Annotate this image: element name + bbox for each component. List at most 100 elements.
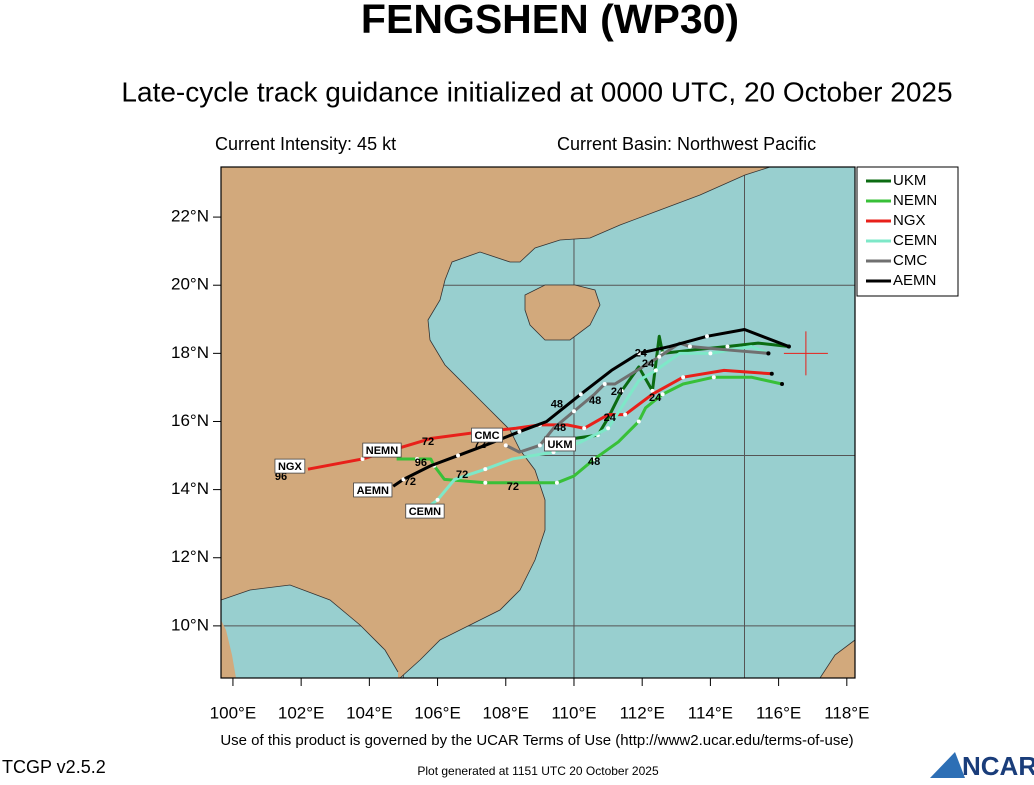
track-point bbox=[456, 453, 461, 458]
y-tick-label: 20°N bbox=[171, 275, 209, 294]
basin: Current Basin: Northwest Pacific bbox=[557, 134, 816, 154]
axes: 100°E 102°E 104°E 106°E 108°E 110°E 112°E 114°E… bbox=[171, 207, 869, 723]
track-label: NEMN bbox=[366, 445, 398, 457]
logo-mark bbox=[930, 752, 965, 778]
x-tick-label: 112°E bbox=[620, 703, 665, 722]
hour-label: 48 bbox=[554, 422, 566, 434]
island bbox=[819, 639, 855, 678]
track-point bbox=[786, 344, 791, 349]
track-point bbox=[602, 382, 607, 387]
x-tick-label: 108°E bbox=[483, 703, 530, 722]
hour-label: 48 bbox=[589, 395, 601, 407]
track-label-box bbox=[405, 503, 445, 519]
track-point bbox=[619, 388, 624, 393]
track-point bbox=[650, 388, 655, 393]
y-tick-label: 12°N bbox=[171, 547, 209, 566]
x-tick-label: 102°E bbox=[278, 703, 325, 722]
track-point bbox=[636, 419, 641, 424]
generated: Plot generated at 1151 UTC 20 October 20… bbox=[417, 764, 659, 778]
hour-label: 96 bbox=[275, 471, 287, 483]
track-point bbox=[483, 467, 488, 472]
track-label: AEMN bbox=[357, 485, 389, 497]
legend-label: NGX bbox=[893, 212, 926, 229]
track-label-box bbox=[544, 436, 576, 452]
hour-label: 48 bbox=[551, 398, 563, 410]
track-label-box bbox=[353, 482, 393, 498]
x-tick-label: 114°E bbox=[688, 703, 733, 722]
hour-label: 72 bbox=[422, 436, 434, 448]
version: TCGP v2.5.2 bbox=[2, 757, 106, 777]
track-point bbox=[780, 382, 785, 387]
track-point bbox=[725, 344, 730, 349]
track-point bbox=[687, 344, 692, 349]
track-point bbox=[657, 354, 662, 359]
track-point bbox=[636, 351, 641, 356]
intensity: Current Intensity: 45 kt bbox=[215, 134, 396, 154]
coastline bbox=[399, 167, 771, 678]
track bbox=[392, 327, 790, 488]
hour-label: 24 bbox=[642, 358, 655, 370]
legend-label: CEMN bbox=[893, 232, 937, 249]
hour-label: 96 bbox=[415, 457, 427, 469]
track-point bbox=[766, 351, 771, 356]
track-point bbox=[503, 443, 508, 448]
terms: Use of this product is governed by the U… bbox=[220, 732, 853, 749]
track-label: CMC bbox=[474, 430, 499, 442]
track-point bbox=[704, 334, 709, 339]
map-frame bbox=[220, 166, 856, 679]
logo: NCAR bbox=[962, 751, 1034, 780]
hour-label: 24 bbox=[635, 347, 648, 359]
legend-label: AEMN bbox=[893, 272, 936, 289]
track-point bbox=[483, 480, 488, 485]
track-label-box bbox=[362, 442, 402, 458]
track-point bbox=[708, 351, 713, 356]
y-tick-label: 10°N bbox=[171, 615, 209, 634]
y-tick-label: 18°N bbox=[171, 343, 209, 362]
track-point bbox=[415, 456, 420, 461]
track-point bbox=[578, 392, 583, 397]
track-point bbox=[711, 375, 716, 380]
track-point bbox=[537, 443, 542, 448]
hour-label: 72 bbox=[507, 481, 519, 493]
legend-entries: UKM NEMN NGX CEMN CMC AEMN bbox=[866, 172, 937, 289]
hour-label: 24 bbox=[604, 412, 617, 424]
track-point bbox=[606, 426, 611, 431]
track-label-box bbox=[274, 458, 306, 474]
track-point bbox=[401, 477, 406, 482]
track-point bbox=[681, 375, 686, 380]
x-tick-label: 116°E bbox=[756, 703, 801, 722]
track-point bbox=[582, 426, 587, 431]
y-tick-label: 22°N bbox=[171, 207, 209, 226]
track-point bbox=[571, 409, 576, 414]
x-tick-label: 110°E bbox=[551, 703, 596, 722]
legend-label: UKM bbox=[893, 172, 926, 189]
hour-label: 72 bbox=[456, 469, 468, 481]
hour-label: 72 bbox=[404, 476, 416, 488]
track-point bbox=[769, 371, 774, 376]
x-tick-label: 100°E bbox=[210, 703, 257, 722]
track-label: UKM bbox=[547, 439, 572, 451]
track-point bbox=[592, 456, 597, 461]
track-label-box bbox=[471, 427, 503, 443]
hour-label: 48 bbox=[588, 456, 600, 468]
hainan bbox=[524, 284, 601, 341]
y-tick-label: 14°N bbox=[171, 479, 209, 498]
track-point bbox=[554, 480, 559, 485]
track bbox=[307, 368, 772, 471]
hour-label: 24 bbox=[611, 386, 624, 398]
y-tick-label: 16°N bbox=[171, 411, 209, 430]
x-tick-label: 118°E bbox=[824, 703, 869, 722]
track-point bbox=[517, 429, 522, 434]
legend-label: CMC bbox=[893, 252, 927, 269]
track-label: CEMN bbox=[409, 506, 441, 518]
track-point bbox=[360, 456, 365, 461]
legend-label: NEMN bbox=[893, 192, 937, 209]
track-point bbox=[653, 368, 658, 373]
subtitle: Late-cycle track guidance initialized at… bbox=[121, 76, 952, 107]
track-point bbox=[660, 392, 665, 397]
track-label: NGX bbox=[278, 461, 303, 473]
hour-label: 24 bbox=[649, 392, 662, 404]
